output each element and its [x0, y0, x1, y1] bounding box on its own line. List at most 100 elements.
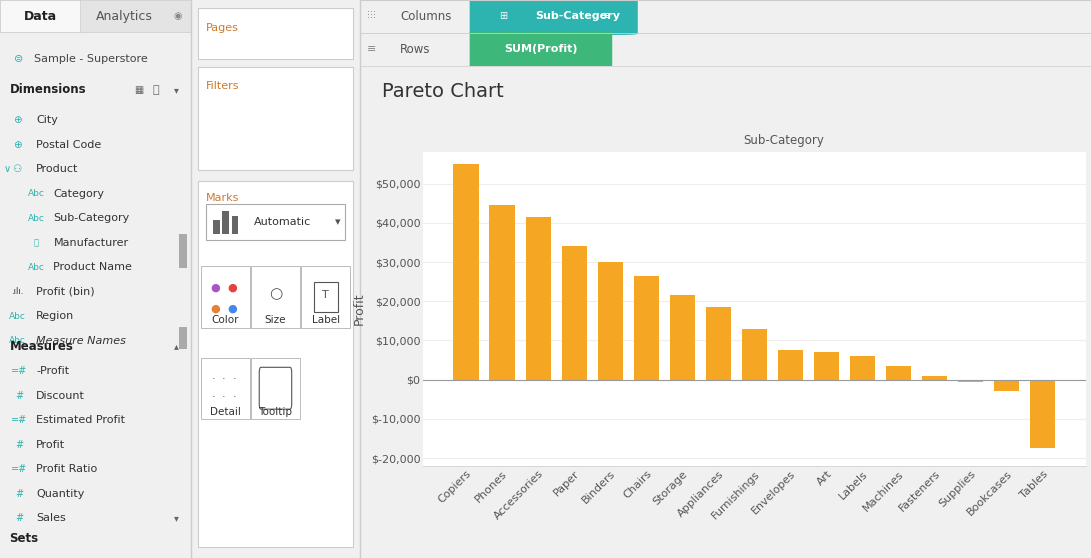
- Text: =#: =#: [11, 366, 27, 376]
- Text: ⁝⁝⁝: ⁝⁝⁝: [368, 12, 376, 21]
- FancyBboxPatch shape: [470, 31, 612, 68]
- Bar: [0, 0, 191, 32]
- Text: Analytics: Analytics: [96, 9, 153, 23]
- FancyBboxPatch shape: [301, 266, 350, 328]
- Text: Abc: Abc: [9, 336, 25, 345]
- Text: ⌕: ⌕: [153, 85, 159, 95]
- Y-axis label: Profit: Profit: [352, 293, 365, 325]
- Text: ⚇: ⚇: [13, 164, 22, 174]
- Bar: [0, 0, 81, 32]
- Text: Rows: Rows: [400, 43, 431, 56]
- Bar: [454, 164, 479, 379]
- Text: Abc: Abc: [9, 312, 25, 321]
- Text: ·: ·: [223, 374, 226, 384]
- Text: ≡: ≡: [601, 12, 611, 21]
- FancyBboxPatch shape: [470, 0, 638, 35]
- Text: #: #: [15, 391, 23, 401]
- Text: ●: ●: [211, 304, 220, 314]
- Text: City: City: [36, 115, 58, 125]
- Text: ▾: ▾: [173, 85, 179, 95]
- Text: Sets: Sets: [10, 532, 38, 545]
- Text: Abc: Abc: [28, 189, 45, 198]
- Text: Columns: Columns: [400, 10, 452, 23]
- Text: ▴: ▴: [173, 341, 179, 352]
- Text: Profit Ratio: Profit Ratio: [36, 464, 97, 474]
- Bar: [706, 307, 731, 379]
- Bar: [670, 295, 695, 379]
- Text: ·: ·: [223, 392, 226, 402]
- Bar: [922, 376, 947, 379]
- FancyBboxPatch shape: [206, 204, 345, 240]
- Bar: [179, 327, 188, 349]
- Text: ·: ·: [232, 392, 237, 402]
- Text: SUM(Profit): SUM(Profit): [504, 45, 578, 54]
- Text: Profit (bin): Profit (bin): [36, 287, 95, 297]
- Bar: [634, 276, 659, 379]
- Text: Product Name: Product Name: [53, 262, 132, 272]
- Text: Estimated Profit: Estimated Profit: [36, 415, 125, 425]
- Text: ∨: ∨: [4, 164, 11, 174]
- Text: Size: Size: [265, 315, 286, 325]
- Text: Region: Region: [36, 311, 74, 321]
- Text: ●: ●: [228, 283, 238, 292]
- Text: Sub-Category: Sub-Category: [744, 134, 825, 147]
- Text: ●: ●: [211, 283, 220, 292]
- Bar: [886, 366, 911, 379]
- Text: Abc: Abc: [28, 214, 45, 223]
- FancyBboxPatch shape: [197, 8, 353, 59]
- Text: 🖇: 🖇: [34, 238, 39, 247]
- Text: #: #: [15, 489, 23, 499]
- Text: Profit: Profit: [36, 440, 65, 450]
- Text: ·: ·: [212, 392, 215, 402]
- Text: Dimensions: Dimensions: [10, 83, 86, 97]
- Text: Abc: Abc: [28, 263, 45, 272]
- Text: Measures: Measures: [10, 340, 73, 353]
- FancyBboxPatch shape: [251, 358, 300, 419]
- Text: ⊕: ⊕: [13, 115, 22, 125]
- Text: =#: =#: [11, 464, 27, 474]
- Text: ·: ·: [212, 374, 215, 384]
- Text: ▾: ▾: [335, 217, 340, 227]
- Text: Pareto Chart: Pareto Chart: [382, 83, 504, 102]
- Text: -Profit: -Profit: [36, 366, 70, 376]
- Text: Detail: Detail: [209, 407, 241, 417]
- Bar: [850, 356, 875, 379]
- Bar: [742, 329, 767, 379]
- Bar: [231, 216, 238, 234]
- Text: Label: Label: [312, 315, 339, 325]
- FancyBboxPatch shape: [251, 266, 300, 328]
- FancyBboxPatch shape: [201, 266, 250, 328]
- FancyBboxPatch shape: [201, 358, 250, 419]
- FancyBboxPatch shape: [197, 181, 353, 547]
- Bar: [1030, 379, 1055, 448]
- Text: ◉: ◉: [173, 11, 182, 21]
- Text: ○: ○: [268, 286, 283, 301]
- Text: Pages: Pages: [206, 23, 239, 33]
- Bar: [562, 247, 587, 379]
- Bar: [526, 217, 551, 379]
- Text: Postal Code: Postal Code: [36, 140, 101, 150]
- Text: Tooltip: Tooltip: [259, 407, 292, 417]
- Text: Manufacturer: Manufacturer: [53, 238, 129, 248]
- Text: ▦: ▦: [133, 85, 143, 95]
- Text: #: #: [15, 513, 23, 523]
- Text: Sales: Sales: [36, 513, 67, 523]
- FancyBboxPatch shape: [197, 67, 353, 170]
- Text: Quantity: Quantity: [36, 489, 85, 499]
- Text: =#: =#: [11, 415, 27, 425]
- Text: #: #: [15, 440, 23, 450]
- Bar: [598, 262, 623, 379]
- Text: ⊞: ⊞: [499, 12, 507, 21]
- Text: Measure Names: Measure Names: [36, 336, 127, 346]
- Text: T: T: [322, 290, 329, 300]
- Bar: [179, 234, 188, 268]
- Bar: [814, 352, 839, 379]
- Text: ·: ·: [232, 374, 237, 384]
- Text: Sub-Category: Sub-Category: [536, 12, 621, 21]
- Text: Product: Product: [36, 164, 79, 174]
- Text: Automatic: Automatic: [253, 217, 311, 227]
- Text: Color: Color: [212, 315, 239, 325]
- Text: Data: Data: [24, 9, 57, 23]
- Bar: [490, 205, 515, 379]
- Text: ⊕: ⊕: [13, 140, 22, 150]
